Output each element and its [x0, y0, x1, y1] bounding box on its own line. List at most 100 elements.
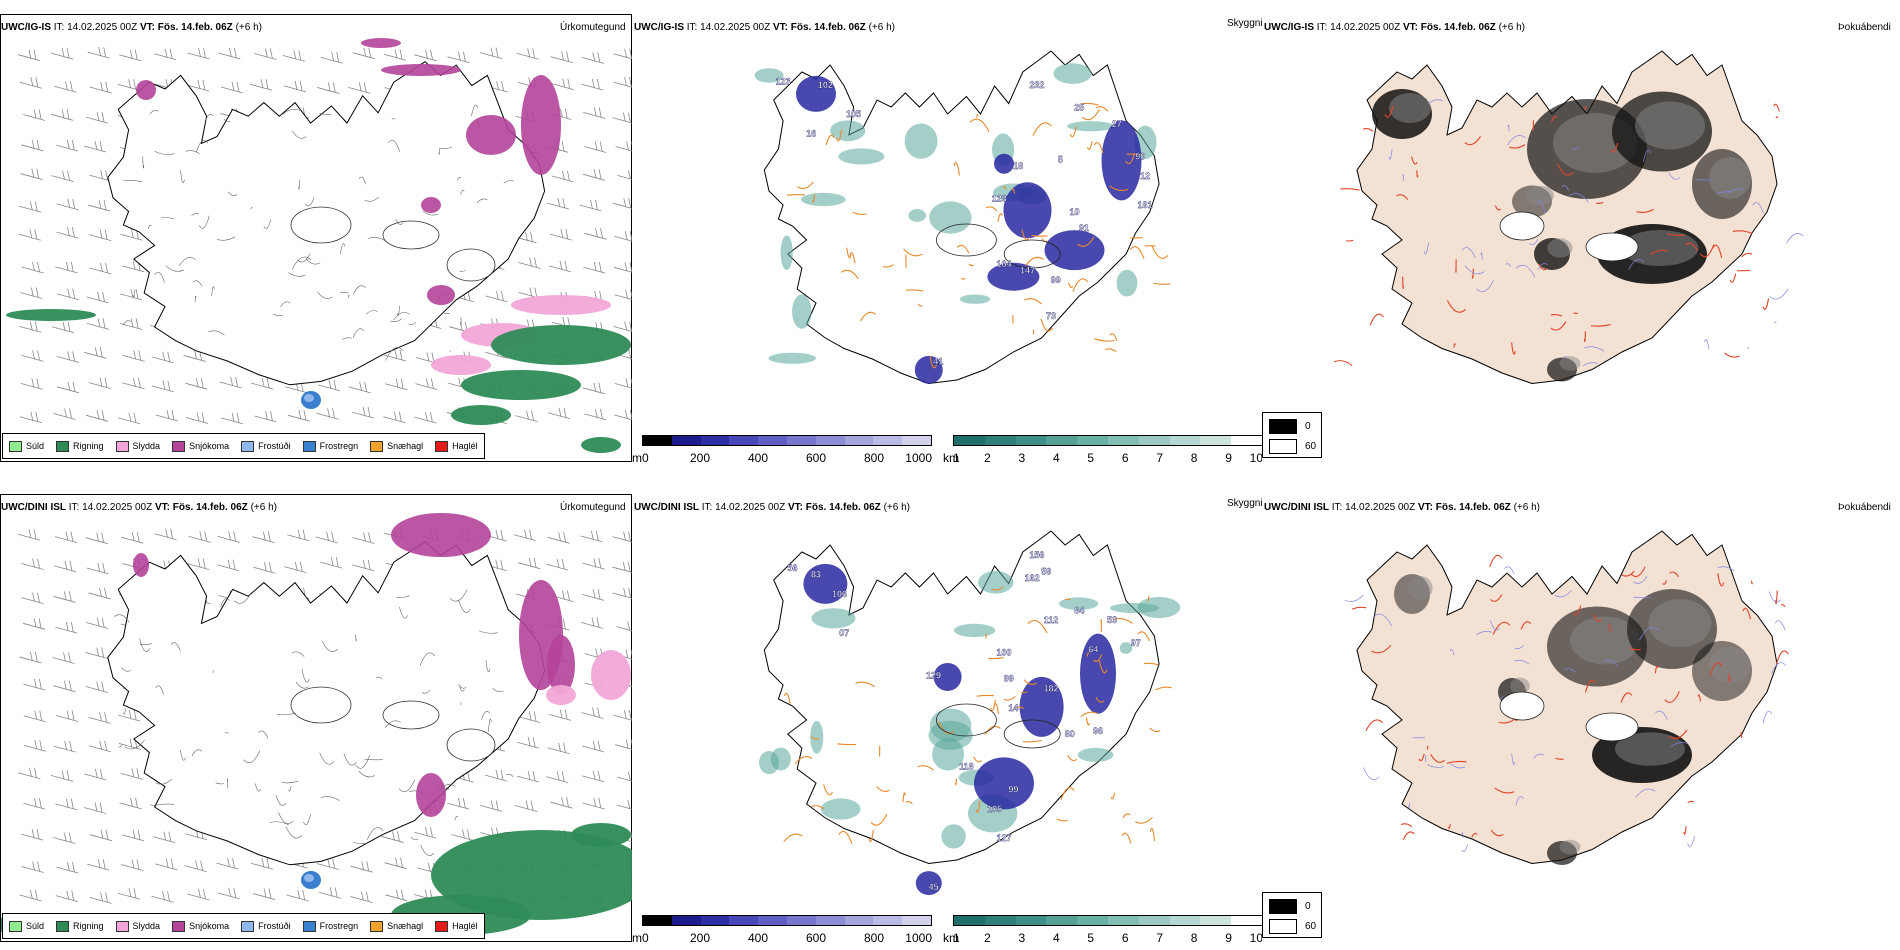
road-line	[476, 198, 488, 204]
road-line	[1011, 188, 1016, 194]
wind-barb	[254, 48, 277, 60]
road-line	[1489, 554, 1503, 568]
road-line	[211, 286, 215, 297]
visibility-value-label: 123	[776, 77, 791, 87]
vt-value: Fös. 14.feb. 06Z	[172, 502, 248, 513]
road-line	[786, 194, 805, 196]
road-line	[250, 207, 253, 210]
wind-barb	[551, 170, 574, 183]
road-line	[1109, 185, 1129, 191]
road-line	[985, 206, 998, 212]
road-line	[1155, 686, 1172, 691]
colorbar-tick-label: 10	[1249, 931, 1263, 945]
road-line	[285, 826, 302, 839]
visibility-value-label: 105	[987, 804, 1002, 814]
wind-barb	[447, 51, 470, 64]
visibility-value-label: 07	[839, 628, 849, 638]
wind-barb	[546, 197, 569, 210]
wind-barb	[56, 381, 80, 394]
road-line	[343, 753, 357, 766]
road-line	[191, 213, 200, 216]
wind-barb	[21, 861, 44, 873]
wind-barb	[320, 557, 343, 569]
wind-barb	[220, 81, 244, 94]
road-line	[224, 732, 229, 735]
it-value: 14.02.2025 00Z	[700, 22, 771, 33]
wind-barb	[414, 827, 437, 839]
wind-barb	[20, 287, 43, 299]
road-line	[1137, 631, 1151, 642]
road-line	[340, 243, 346, 254]
river-line	[1582, 362, 1598, 367]
wind-barb	[86, 291, 109, 304]
legend-label: Slydda	[132, 921, 161, 931]
wind-barb	[514, 800, 538, 812]
road-line	[1650, 249, 1669, 255]
river-line	[1584, 346, 1605, 352]
fog-panel-igis	[1262, 14, 1900, 462]
visibility-colorbar-gradient	[953, 435, 1263, 446]
wind-barb	[18, 767, 41, 780]
road-line	[1093, 654, 1103, 662]
wind-barb	[352, 559, 375, 572]
wind-barb	[84, 768, 107, 781]
visibility-value-label: 164	[996, 259, 1011, 269]
wind-barb	[184, 860, 207, 872]
fog-legend-item: 0	[1269, 419, 1311, 434]
vt-value: Fös. 14.feb. 06Z	[805, 502, 881, 513]
road-line	[968, 263, 975, 267]
road-line	[1032, 122, 1052, 136]
wind-barb	[119, 797, 142, 810]
precip-panel-dini	[0, 494, 633, 942]
visibility-colorbar-igis: km 1 2 3 4 5 6 7 8 9 10	[943, 435, 1263, 465]
elevation-colorbar-dini: m 0 200 400 600 800 1000	[632, 915, 932, 945]
colorbar-segment	[1169, 916, 1201, 925]
wind-barb	[54, 531, 78, 544]
fog-panel-dini	[1262, 494, 1900, 942]
road-line	[243, 750, 261, 764]
road-line	[410, 836, 419, 841]
road-line	[1741, 252, 1753, 258]
road-line	[385, 347, 404, 361]
road-line	[1776, 650, 1789, 664]
road-line	[1742, 607, 1751, 620]
precip-map-igis	[6, 38, 633, 453]
low-visibility-area	[811, 608, 856, 629]
low-visibility-area	[754, 68, 784, 83]
vt-label: VT:	[154, 502, 170, 513]
river-line	[1668, 172, 1681, 180]
road-line	[1080, 711, 1098, 718]
visibility-value-label: 45	[928, 882, 938, 892]
wind-barb	[86, 112, 109, 124]
fog-index-area	[1559, 356, 1581, 371]
road-line	[1418, 753, 1425, 762]
river-line	[1747, 346, 1749, 349]
legend-label: Snjókoma	[189, 921, 230, 931]
fog-legend-item: 60	[1269, 439, 1316, 454]
river-line	[1633, 596, 1652, 599]
road-line	[1724, 352, 1740, 358]
visibility-value-label: 232	[1029, 80, 1044, 90]
road-line	[355, 755, 371, 769]
river-line	[1717, 566, 1735, 572]
road-line	[1430, 754, 1445, 763]
road-line	[975, 800, 981, 814]
wind-barb	[185, 378, 208, 390]
mountain-visibility-area	[994, 153, 1014, 174]
low-visibility-area	[904, 123, 938, 159]
snow-area	[427, 285, 455, 305]
colorbar-segment	[700, 436, 730, 445]
visibility-value-label: 118	[959, 762, 974, 772]
fog-index-area	[1709, 647, 1751, 683]
road-line	[1023, 739, 1042, 743]
wind-barb	[614, 231, 633, 242]
road-line	[178, 257, 196, 267]
river-line	[1514, 659, 1530, 665]
wind-barb	[551, 78, 574, 90]
colorbar-segment	[1077, 436, 1108, 445]
wind-barb	[612, 531, 633, 543]
sleet-area	[591, 650, 631, 700]
road-line	[395, 218, 403, 225]
road-line	[1416, 170, 1419, 178]
precip-legend-item: Súld	[9, 920, 44, 932]
